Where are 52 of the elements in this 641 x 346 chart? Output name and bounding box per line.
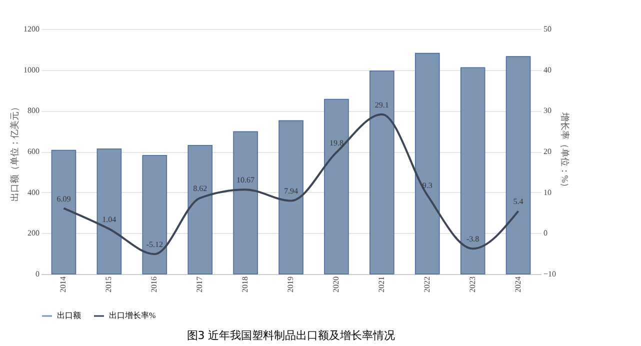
y2-tick-label: 0 (544, 228, 548, 238)
x-tick-label: 2015 (104, 276, 114, 292)
y-tick-label: 1000 (24, 65, 40, 74)
bar (278, 120, 304, 274)
bar (233, 131, 258, 274)
bar (506, 56, 531, 274)
data-label: 10.67 (236, 176, 255, 185)
x-tick-label: 2024 (513, 276, 522, 292)
bar (370, 70, 394, 274)
y-tick-label: 1200 (24, 24, 40, 34)
data-label: 8.62 (193, 184, 208, 193)
y-axis-title: 出口额（单位：亿美元） (10, 102, 20, 202)
x-tick-label: 2018 (240, 276, 250, 292)
bar (324, 98, 349, 274)
text: 图3 近年我国塑料制品出口额及增长率情况 (186, 329, 396, 342)
x-tick-label: 2016 (150, 276, 159, 292)
x-tick-label: 2022 (422, 276, 432, 292)
x-tick-label: 2020 (331, 276, 340, 292)
x-tick-label: 2019 (286, 276, 295, 292)
y-tick-label: 200 (28, 228, 40, 238)
bar (188, 144, 212, 274)
bar (414, 52, 440, 274)
x-tick-label: 2021 (376, 276, 386, 292)
y-tick-label: 0 (36, 270, 40, 278)
x-tick-label: 2023 (468, 276, 477, 292)
data-label: -5.12 (146, 240, 163, 250)
y-tick-label: 600 (28, 147, 40, 156)
data-label: 19.8 (329, 138, 344, 148)
y-tick-label: 800 (28, 106, 40, 116)
data-label: 9.3 (422, 181, 432, 190)
data-label: 1.04 (102, 214, 116, 224)
x-tick-label: 2017 (195, 276, 204, 292)
legend-label: 出口额 (57, 311, 81, 320)
data-label: 7.94 (284, 186, 298, 196)
y-tick-label: 400 (28, 188, 40, 197)
bar (51, 150, 76, 274)
y2-axis-title: 增长率（单位：%） (560, 111, 570, 192)
data-label: 29.1 (374, 100, 389, 110)
data-label: 5.4 (513, 197, 524, 206)
bar (142, 154, 168, 274)
legend-label: 出口增长率% (109, 311, 156, 320)
y2-tick-label: 20 (544, 147, 552, 156)
y2-tick-label: −10 (544, 270, 556, 278)
bar (460, 67, 486, 274)
y2-tick-label: 10 (544, 188, 552, 197)
data-label: 6.09 (56, 194, 71, 204)
y2-tick-label: 50 (544, 24, 552, 34)
bar (96, 148, 122, 274)
data-label: -3.8 (466, 234, 480, 244)
y2-tick-label: 30 (544, 106, 552, 116)
y2-tick-label: 40 (544, 65, 552, 74)
x-tick-label: 2014 (58, 276, 68, 292)
